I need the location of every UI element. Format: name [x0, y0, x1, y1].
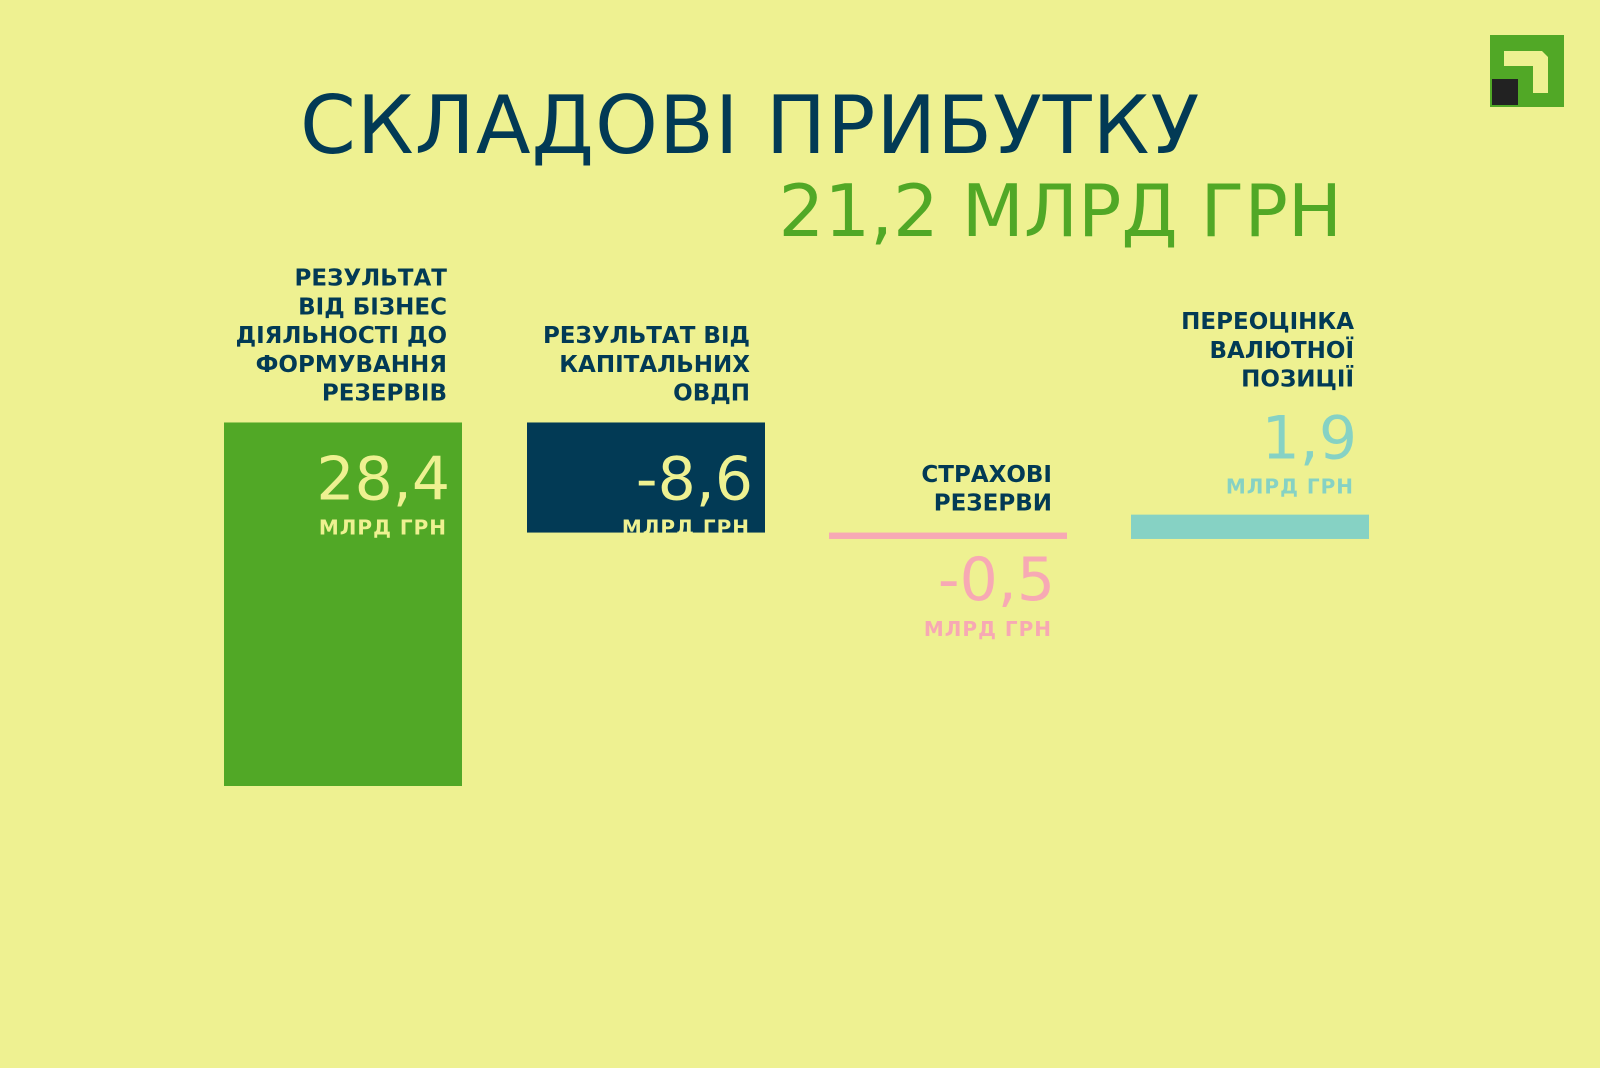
value-label-2: -8,6 — [636, 444, 753, 514]
total-profit: 21,2 МЛРД ГРН — [778, 169, 1342, 253]
category-label-3: СТРАХОВІ — [921, 462, 1052, 488]
category-label-1: РЕЗУЛЬТАТ — [295, 266, 448, 292]
category-label-4: ПЕРЕОЦІНКА — [1181, 309, 1354, 335]
bar-4 — [1131, 514, 1369, 539]
brand-logo — [1490, 35, 1564, 107]
bar-3 — [829, 532, 1067, 539]
category-label-1: ДІЯЛЬНОСТІ ДО — [236, 323, 447, 349]
unit-label-4: МЛРД ГРН — [1226, 475, 1354, 499]
bar-2 — [527, 422, 765, 533]
category-label-2: КАПІТАЛЬНИХ — [559, 352, 750, 378]
value-label-1: 28,4 — [316, 444, 450, 514]
category-label-3: РЕЗЕРВИ — [934, 491, 1052, 517]
category-label-1: ФОРМУВАННЯ — [256, 352, 447, 378]
category-label-4: ПОЗИЦІЇ — [1241, 365, 1354, 393]
bar-1 — [224, 422, 462, 786]
value-label-4: 1,9 — [1262, 404, 1357, 474]
category-label-2: ОВДП — [673, 380, 750, 406]
category-label-1: ВІД БІЗНЕС — [298, 294, 447, 320]
unit-label-1: МЛРД ГРН — [319, 515, 447, 539]
unit-label-2: МЛРД ГРН — [622, 515, 750, 539]
category-label-2: РЕЗУЛЬТАТ ВІД — [543, 323, 750, 349]
chart-title: СКЛАДОВІ ПРИБУТКУ — [300, 79, 1201, 172]
category-label-1: РЕЗЕРВІВ — [322, 380, 447, 406]
value-label-3: -0,5 — [938, 545, 1055, 615]
unit-label-3: МЛРД ГРН — [924, 617, 1052, 641]
category-label-4: ВАЛЮТНОЇ — [1210, 336, 1354, 364]
